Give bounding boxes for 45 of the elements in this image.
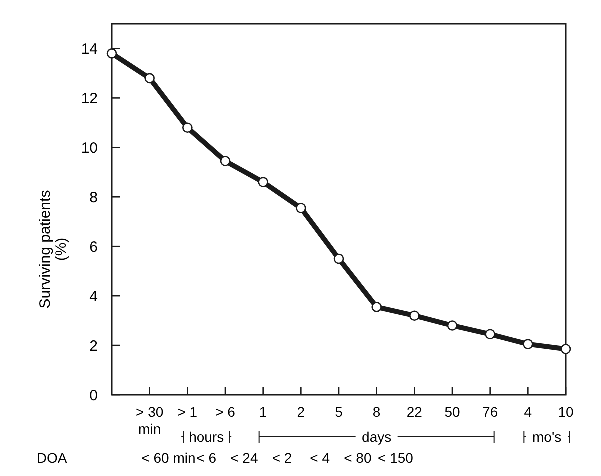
x-tick-label: 50 — [444, 404, 460, 420]
text: < 6 — [196, 450, 217, 466]
point — [410, 310, 420, 322]
point — [485, 329, 496, 340]
x-tick-label: > 30 min — [136, 404, 164, 437]
x-tick-label: 10 — [558, 404, 574, 420]
text: < 4 — [310, 450, 330, 466]
point — [144, 73, 155, 84]
x-tick-label: > 6 — [216, 404, 236, 420]
point — [523, 339, 534, 350]
text: < 24 — [230, 450, 258, 466]
x-tick-label: 22 — [406, 404, 423, 420]
point — [296, 203, 306, 214]
point — [258, 177, 268, 188]
text: < 150 — [378, 450, 414, 466]
x-tick-label: > 1 — [178, 404, 198, 420]
y-tick-label: 14 — [81, 40, 98, 58]
x-tick-label: 5 — [335, 404, 344, 420]
point — [372, 302, 382, 312]
y-tick-label: 10 — [81, 140, 98, 157]
text: < 60 min — [142, 450, 196, 466]
x-tick-label: 8 — [372, 404, 381, 420]
text: < 2 — [272, 450, 292, 466]
x-tick-label: 4 — [524, 404, 532, 420]
x-tick-label: 76 — [482, 404, 498, 420]
point — [334, 254, 344, 264]
x-tick-label: 2 — [297, 404, 306, 420]
text: mo's — [532, 428, 562, 445]
point — [220, 156, 231, 166]
y-axis-title: Surviving patients (%) — [37, 190, 70, 309]
y-tick-label: 2 — [90, 338, 98, 355]
text: DOA — [36, 450, 68, 466]
text: < 80 — [344, 450, 372, 466]
point — [447, 320, 458, 331]
text: hours — [189, 428, 224, 445]
text: days — [362, 428, 392, 445]
y-tick-label: 6 — [90, 238, 98, 256]
point — [106, 48, 118, 59]
point — [560, 344, 572, 354]
y-tick-label: 0 — [90, 387, 98, 404]
y-tick-label: 12 — [81, 90, 98, 108]
y-tick-label: 8 — [90, 189, 98, 206]
point — [182, 122, 193, 134]
y-tick-label: 4 — [90, 288, 98, 306]
x-tick-label: 1 — [259, 404, 268, 420]
